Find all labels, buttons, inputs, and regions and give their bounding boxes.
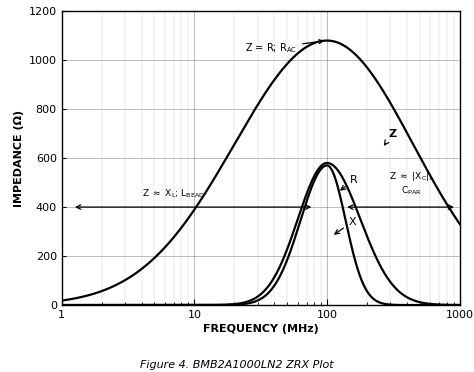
X-axis label: FREQUENCY (MHz): FREQUENCY (MHz) xyxy=(203,324,319,334)
Text: Z = R; R$_{\mathregular{AC}}$: Z = R; R$_{\mathregular{AC}}$ xyxy=(245,40,323,55)
Y-axis label: IMPEDANCE (Ω): IMPEDANCE (Ω) xyxy=(15,109,25,207)
Text: X: X xyxy=(335,217,356,234)
Text: Z $\approx$ X$_\mathregular{L}$; L$_\mathregular{BEAD}$: Z $\approx$ X$_\mathregular{L}$; L$_\mat… xyxy=(142,187,205,200)
Text: R: R xyxy=(341,175,358,190)
Text: Z $\approx$ |X$_\mathregular{C}$|;
C$_\mathregular{PAR}$: Z $\approx$ |X$_\mathregular{C}$|; C$_\m… xyxy=(389,170,433,197)
Text: Z: Z xyxy=(384,129,396,145)
Text: Figure 4. BMB2A1000LN2 ZRX Plot: Figure 4. BMB2A1000LN2 ZRX Plot xyxy=(140,360,334,370)
